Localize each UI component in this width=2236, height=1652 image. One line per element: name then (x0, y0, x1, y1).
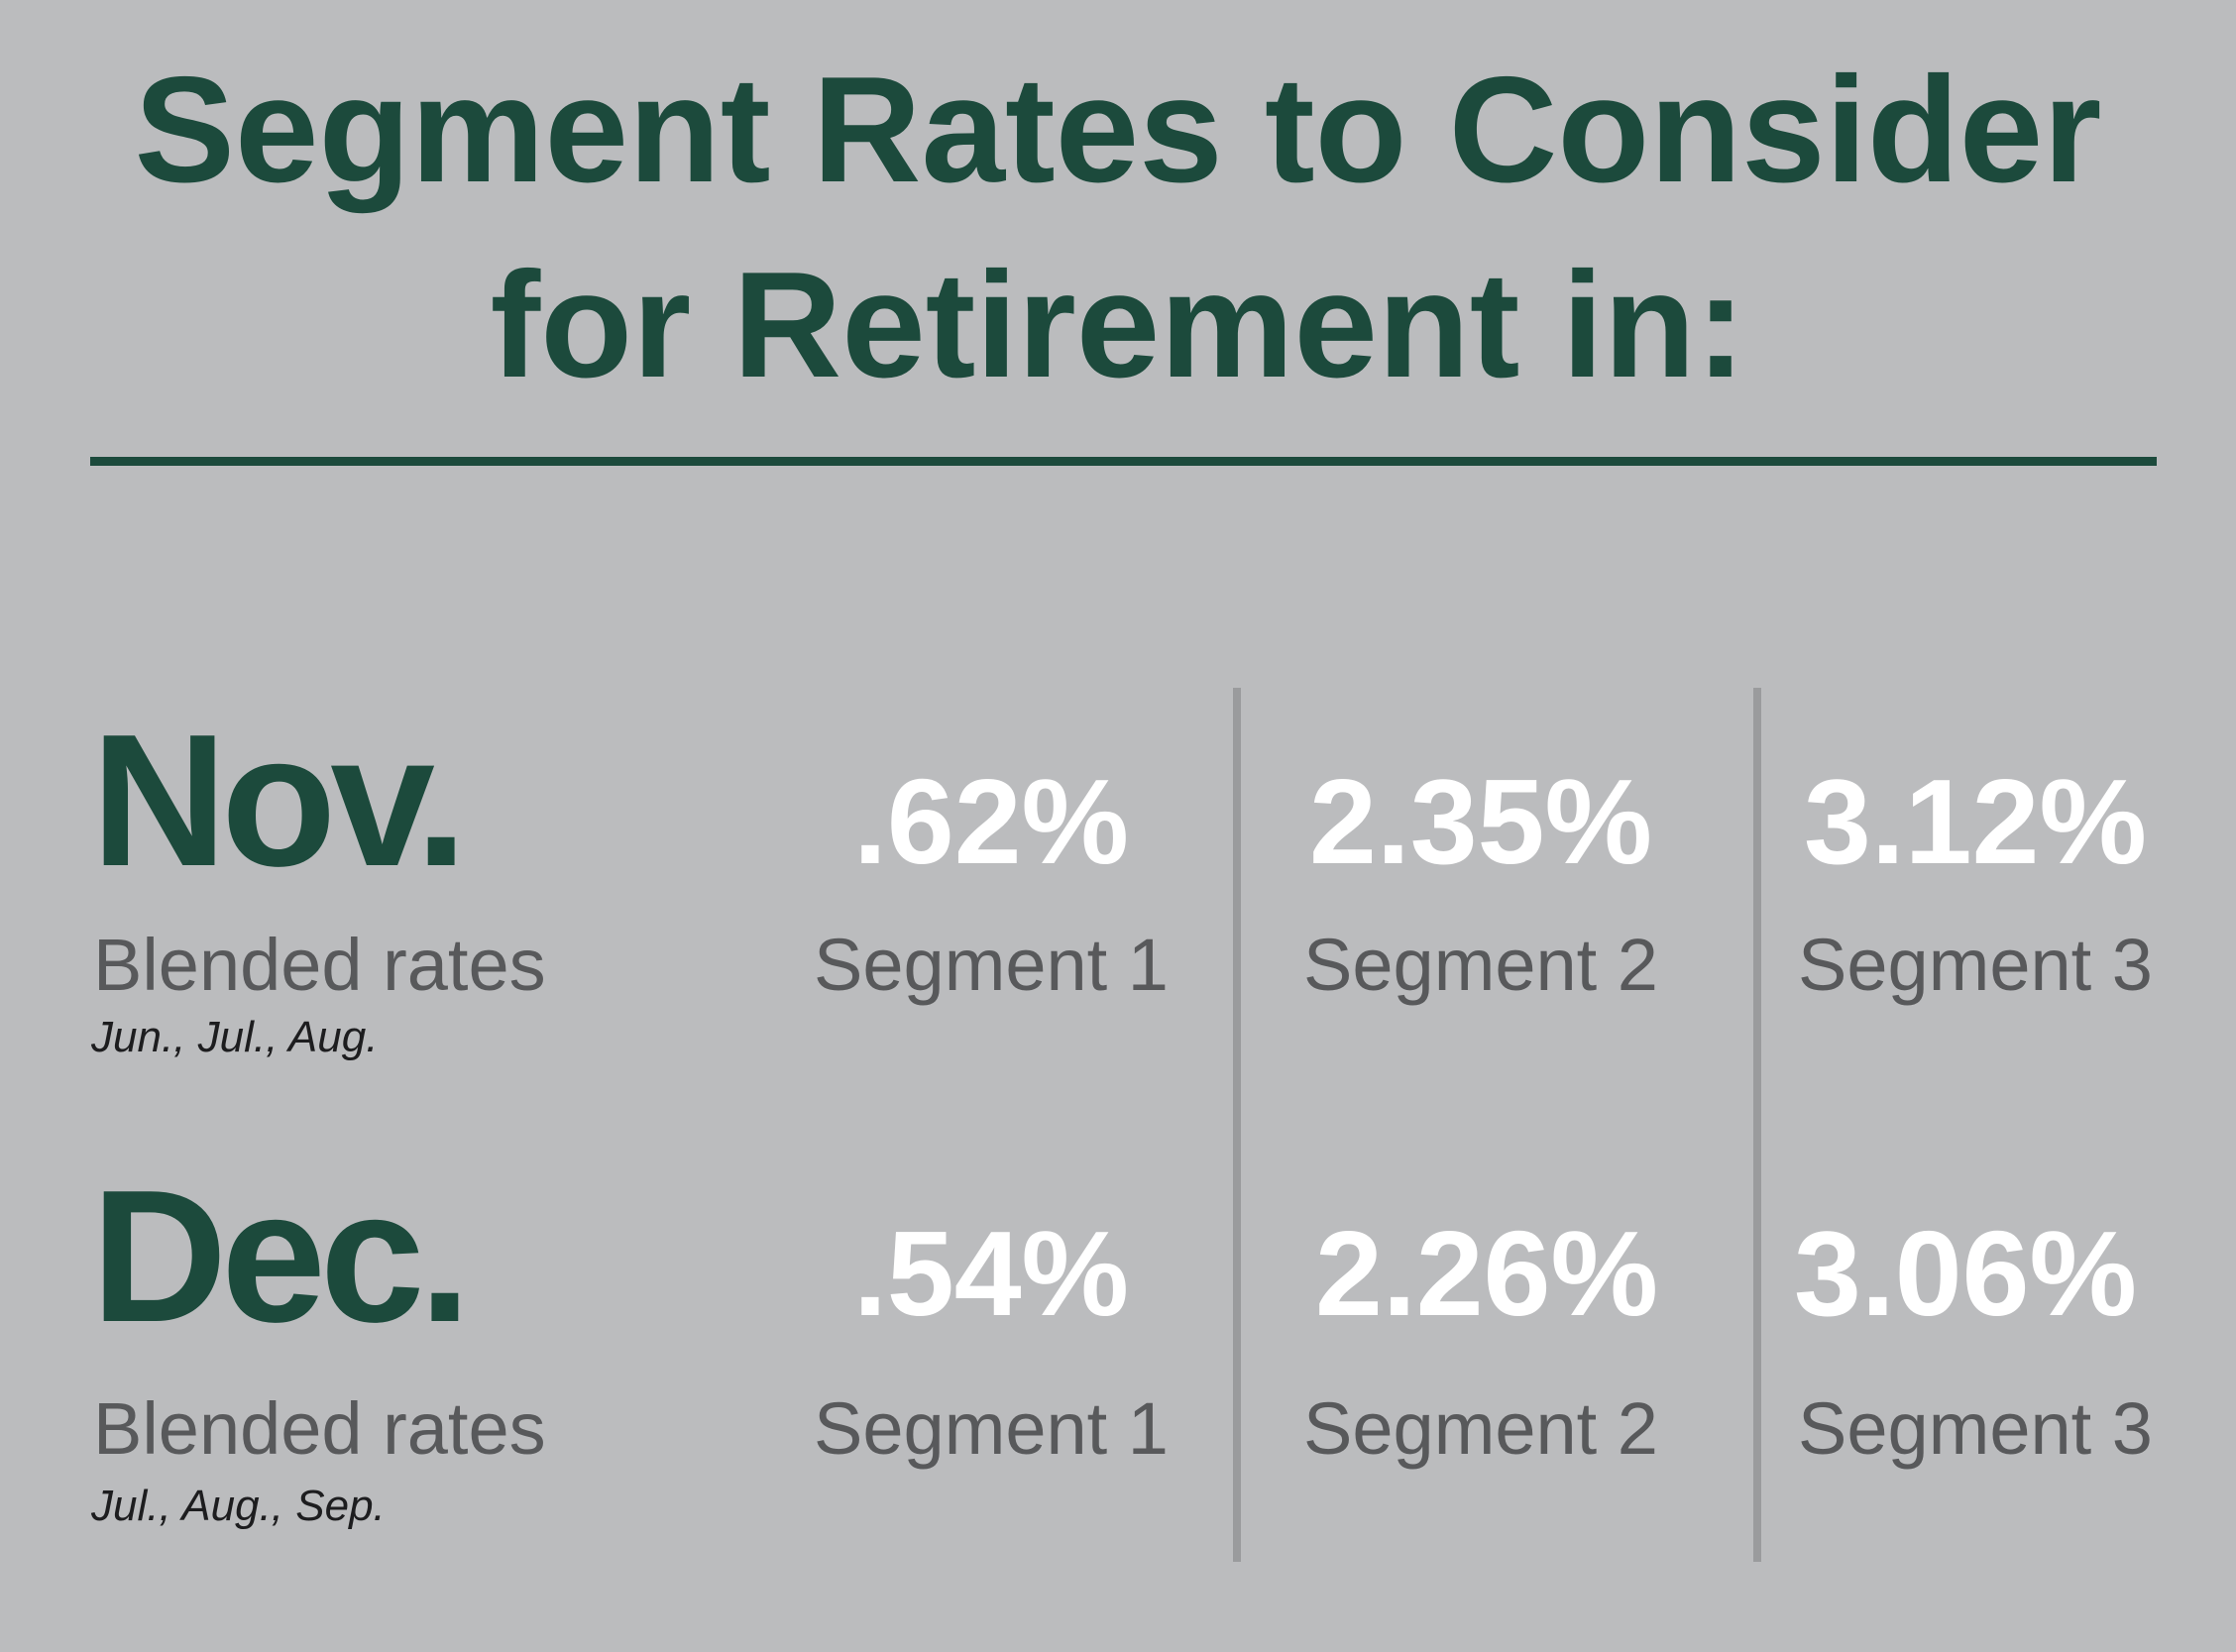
segment-3-value: 3.06% (1794, 1206, 2137, 1341)
title-line-2: for Retirement in: (490, 241, 1746, 409)
months-range: Jun., Jul., Aug. (91, 1013, 379, 1061)
segment-3-value: 3.12% (1804, 754, 2147, 889)
segment-1-label: Segment 1 (814, 1387, 1169, 1470)
title-divider (90, 457, 2157, 466)
segment-2-label: Segment 2 (1303, 924, 1658, 1006)
segment-3-label: Segment 3 (1798, 924, 2153, 1006)
segment-1-value: .54% (852, 1206, 1130, 1341)
column-divider-2 (1753, 688, 1761, 1562)
blended-rates-label: Blended rates (93, 1387, 546, 1470)
month-label: Dec. (91, 1152, 471, 1362)
months-range: Jul., Aug., Sep. (91, 1482, 386, 1530)
segment-1-value: .62% (852, 754, 1130, 889)
month-label: Nov. (91, 696, 468, 906)
column-divider-1 (1233, 688, 1241, 1562)
segment-1-label: Segment 1 (814, 924, 1169, 1006)
segment-2-value: 2.35% (1309, 754, 1652, 889)
segment-2-value: 2.26% (1315, 1206, 1658, 1341)
blended-rates-label: Blended rates (93, 924, 546, 1006)
title-line-1: Segment Rates to Consider (134, 46, 2102, 214)
segment-2-label: Segment 2 (1303, 1387, 1658, 1470)
segment-3-label: Segment 3 (1798, 1387, 2153, 1470)
